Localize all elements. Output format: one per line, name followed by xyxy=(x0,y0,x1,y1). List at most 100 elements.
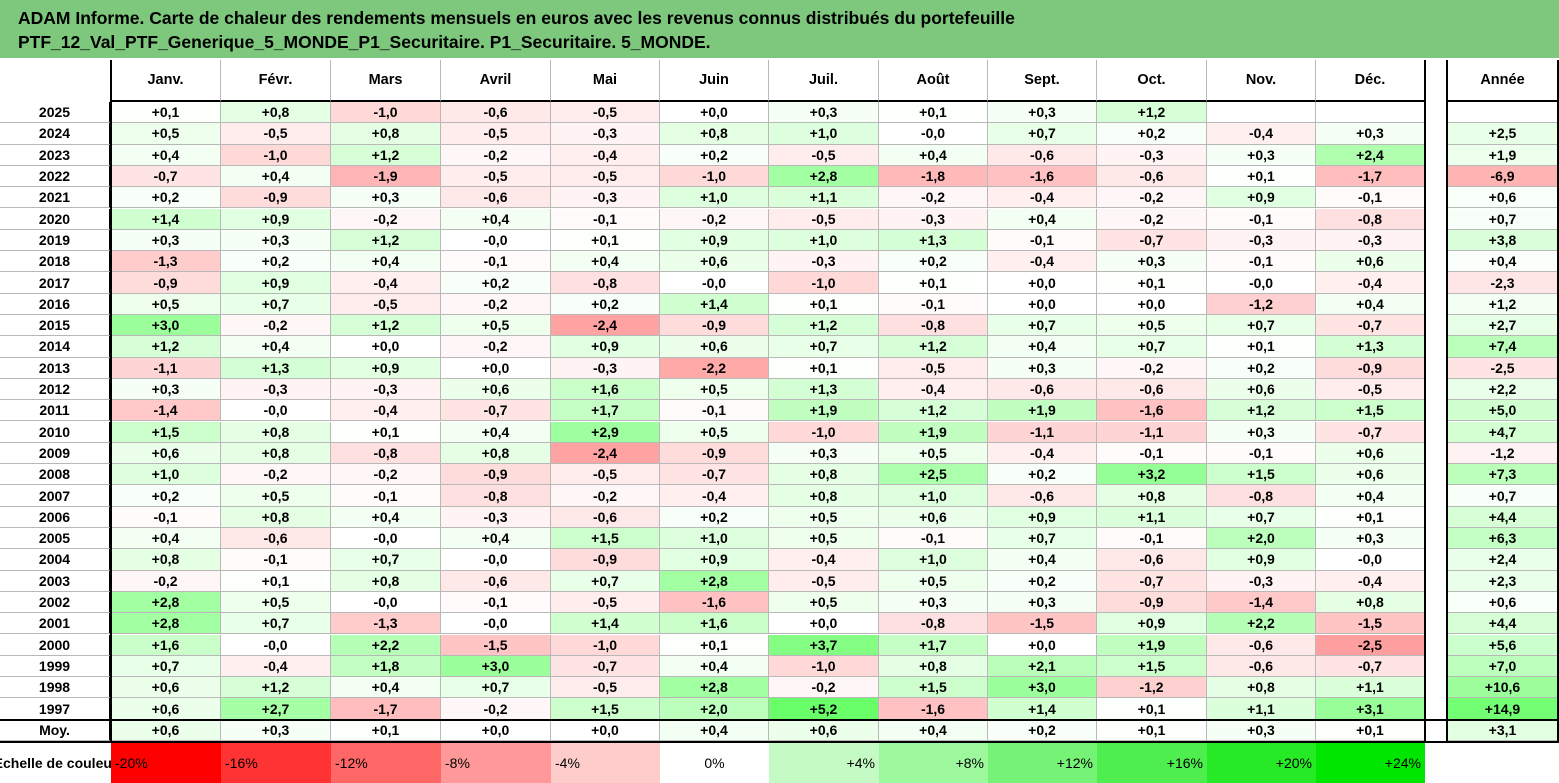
heatmap-cell: +0,8 xyxy=(1097,485,1207,507)
heatmap-cell: -0,6 xyxy=(551,506,660,528)
heatmap-cell: +0,5 xyxy=(660,421,769,443)
heatmap-cell: -0,4 xyxy=(331,400,441,422)
heatmap-cell: -0,2 xyxy=(331,208,441,230)
heatmap-cell: +0,1 xyxy=(1097,272,1207,294)
legend-step: +4% xyxy=(769,743,879,783)
title-line-1: ADAM Informe. Carte de chaleur des rende… xyxy=(18,8,1015,28)
heatmap-cell: +0,5 xyxy=(111,293,221,315)
heatmap-cell: -1,1 xyxy=(1097,421,1207,443)
heatmap-cell: +1,5 xyxy=(1207,464,1316,486)
heatmap-cell: -1,6 xyxy=(988,165,1097,188)
heatmap-cell: +0,1 xyxy=(660,634,769,656)
heatmap-cell: +1,1 xyxy=(1097,506,1207,528)
heatmap-cell: -1,8 xyxy=(879,165,988,188)
heatmap-cell: +0,5 xyxy=(879,442,988,465)
heatmap-cell: +1,0 xyxy=(769,123,879,145)
heatmap-cell: +1,1 xyxy=(1207,698,1316,720)
heatmap-cell: -0,0 xyxy=(879,123,988,145)
heatmap-cell: +0,5 xyxy=(769,528,879,550)
heatmap-cell: +0,3 xyxy=(988,591,1097,614)
heatmap-cell: -0,0 xyxy=(660,272,769,294)
heatmap-cell: +0,9 xyxy=(660,549,769,571)
heatmap-cell: -0,4 xyxy=(1207,123,1316,145)
heatmap-cell: +1,6 xyxy=(111,634,221,656)
heatmap-cell: +0,7 xyxy=(331,549,441,571)
heatmap-cell: +0,5 xyxy=(111,123,221,145)
heatmap-cell: +0,4 xyxy=(660,655,769,678)
heatmap-cell: +1,2 xyxy=(879,336,988,358)
heatmap-cell: -0,3 xyxy=(441,506,551,528)
heatmap-cell: -0,4 xyxy=(1316,272,1425,294)
heatmap-cell: +0,2 xyxy=(988,719,1097,741)
heatmap-cell: +0,7 xyxy=(1207,506,1316,528)
heatmap-cell: +0,5 xyxy=(660,378,769,401)
heatmap-cell: -0,4 xyxy=(769,549,879,571)
heatmap-cell xyxy=(1316,102,1425,124)
heatmap-cell: +0,3 xyxy=(221,229,331,252)
heatmap-cell: -0,5 xyxy=(769,570,879,592)
heatmap-cell: -1,0 xyxy=(769,421,879,443)
heatmap-cell: +0,3 xyxy=(1207,719,1316,741)
heatmap-cell: -0,0 xyxy=(331,591,441,614)
heatmap-cell: +1,3 xyxy=(1316,336,1425,358)
row-label: 2017 xyxy=(0,272,111,294)
heatmap-cell: +3,2 xyxy=(1097,464,1207,486)
heatmap-cell: -0,7 xyxy=(1316,655,1425,678)
heatmap-cell: +1,4 xyxy=(988,698,1097,720)
heatmap-cell: -1,6 xyxy=(1097,400,1207,422)
heatmap-cell: +0,3 xyxy=(769,442,879,465)
heatmap-cell: +0,8 xyxy=(1207,677,1316,699)
row-label: 2002 xyxy=(0,591,111,614)
heatmap-cell: +0,3 xyxy=(111,378,221,401)
column-header: Avril xyxy=(441,60,551,102)
heatmap-cell: +1,5 xyxy=(879,677,988,699)
heatmap-cell: +0,4 xyxy=(111,528,221,550)
heatmap-cell: -0,6 xyxy=(441,187,551,209)
heatmap-cell: -0,8 xyxy=(1207,485,1316,507)
heatmap-cell: +0,8 xyxy=(221,102,331,124)
heatmap-cell: +0,8 xyxy=(221,442,331,465)
heatmap-cell: -0,6 xyxy=(221,528,331,550)
heatmap-cell: -0,7 xyxy=(660,464,769,486)
heatmap-cell: -0,7 xyxy=(551,655,660,678)
heatmap-cell: -1,6 xyxy=(879,698,988,720)
heatmap-cell: +1,0 xyxy=(879,549,988,571)
heatmap-cell: +0,5 xyxy=(221,591,331,614)
heatmap-cell: +0,4 xyxy=(441,421,551,443)
year-total-cell: +0,6 xyxy=(1447,591,1559,614)
heatmap-cell: +1,2 xyxy=(111,336,221,358)
year-total-cell: +7,3 xyxy=(1447,464,1559,486)
heatmap-cell: +0,4 xyxy=(331,677,441,699)
heatmap-cell: +0,1 xyxy=(331,719,441,741)
heatmap-cell: -0,0 xyxy=(221,400,331,422)
grid-border xyxy=(0,718,1559,721)
heatmap-cell: -0,9 xyxy=(551,549,660,571)
heatmap-cell: +0,5 xyxy=(769,591,879,614)
heatmap-cell: -0,8 xyxy=(551,272,660,294)
year-total-cell: +4,7 xyxy=(1447,421,1559,443)
heatmap-cell: +1,0 xyxy=(879,485,988,507)
heatmap-cell: +1,5 xyxy=(1316,400,1425,422)
row-label: 2001 xyxy=(0,613,111,635)
heatmap-cell: -0,4 xyxy=(879,378,988,401)
heatmap-cell: -0,1 xyxy=(1097,442,1207,465)
heatmap-cell: -0,6 xyxy=(1097,165,1207,188)
heatmap-cell: -0,3 xyxy=(331,378,441,401)
heatmap-cell: +1,3 xyxy=(221,357,331,379)
heatmap-cell: +0,0 xyxy=(988,634,1097,656)
heatmap-cell: -0,2 xyxy=(769,677,879,699)
heatmap-cell: +0,6 xyxy=(769,719,879,741)
heatmap-cell: -0,3 xyxy=(1097,144,1207,166)
heatmap-cell: -0,5 xyxy=(879,357,988,379)
heatmap-cell: +2,2 xyxy=(331,634,441,656)
heatmap-cell: +0,2 xyxy=(551,293,660,315)
heatmap-cell: +1,0 xyxy=(660,187,769,209)
year-total-cell: +0,7 xyxy=(1447,485,1559,507)
year-total-cell: +1,9 xyxy=(1447,144,1559,166)
grid-border xyxy=(1424,60,1426,741)
row-label: 2022 xyxy=(0,165,111,188)
heatmap-cell: -0,5 xyxy=(551,591,660,614)
row-label: 2003 xyxy=(0,570,111,592)
heatmap-cell: +0,4 xyxy=(988,549,1097,571)
heatmap-cell: -2,5 xyxy=(1316,634,1425,656)
